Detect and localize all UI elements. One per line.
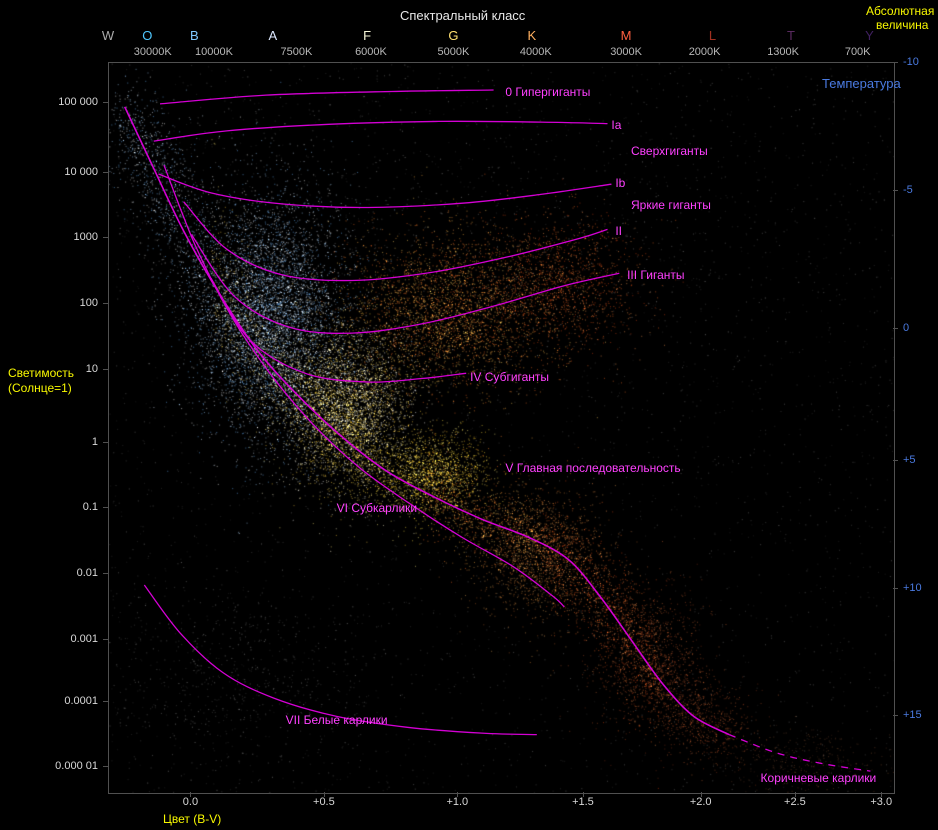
tick-mark	[457, 792, 458, 797]
luminosity-tick: 1000	[74, 231, 98, 243]
temp-tick: 30000K	[134, 46, 172, 58]
spectral-class-L: L	[709, 28, 716, 43]
tick-mark	[103, 766, 108, 767]
luminosity-tick: 0.1	[83, 501, 98, 513]
bv-tick: +2.5	[784, 796, 806, 808]
bv-tick: +1.5	[572, 796, 594, 808]
luminosity-tick: 10 000	[64, 166, 98, 178]
region-label: Коричневые карлики	[761, 771, 877, 785]
tick-mark	[893, 328, 898, 329]
temp-tick: 4000K	[520, 46, 552, 58]
temp-tick: 7500K	[280, 46, 312, 58]
spectral-class-W: W	[102, 28, 114, 43]
tick-mark	[103, 303, 108, 304]
temp-tick: 6000K	[355, 46, 387, 58]
spectral-class-Y: Y	[865, 28, 874, 43]
bv-tick: +1.0	[446, 796, 468, 808]
tick-mark	[701, 792, 702, 797]
luminosity-tick: 0.0001	[64, 695, 98, 707]
title-absmag-1: Абсолютная	[866, 4, 934, 18]
region-label: Ib	[615, 176, 625, 190]
luminosity-tick: 1	[92, 436, 98, 448]
bv-tick: +0.5	[313, 796, 335, 808]
temp-tick: 5000K	[437, 46, 469, 58]
bv-tick: 0.0	[183, 796, 198, 808]
region-label: VI Субкарлики	[337, 501, 417, 515]
spectral-class-M: M	[621, 28, 632, 43]
temp-tick: 700K	[845, 46, 871, 58]
tick-mark	[893, 62, 898, 63]
tick-mark	[893, 460, 898, 461]
tick-mark	[103, 639, 108, 640]
tick-mark	[103, 172, 108, 173]
temp-tick: 1300K	[767, 46, 799, 58]
temp-tick: 2000K	[689, 46, 721, 58]
title-luminosity-2: (Солнце=1)	[8, 381, 72, 395]
tick-mark	[103, 507, 108, 508]
star-scatter-canvas	[109, 63, 894, 793]
region-label: II	[615, 224, 622, 238]
absmag-tick: -5	[903, 184, 913, 196]
luminosity-tick: 0.01	[77, 567, 98, 579]
luminosity-tick: 0.001	[70, 633, 98, 645]
tick-mark	[795, 792, 796, 797]
tick-mark	[881, 792, 882, 797]
tick-mark	[893, 190, 898, 191]
absmag-tick: +15	[903, 709, 922, 721]
tick-mark	[103, 573, 108, 574]
tick-mark	[324, 792, 325, 797]
spectral-class-O: O	[142, 28, 152, 43]
region-label: V Главная последовательность	[505, 461, 680, 475]
title-spectral-class: Спектральный класс	[400, 8, 525, 23]
hr-diagram-stage: 0 Гипергиганты Ia Сверхгиганты Ib Яркие гига…	[0, 0, 938, 830]
absmag-tick: -10	[903, 56, 919, 68]
title-temperature: Температура	[822, 76, 901, 91]
spectral-class-F: F	[363, 28, 371, 43]
tick-mark	[583, 792, 584, 797]
absmag-tick: 0	[903, 322, 909, 334]
tick-mark	[103, 701, 108, 702]
region-label: Сверхгиганты	[631, 144, 708, 158]
spectral-class-B: B	[190, 28, 199, 43]
luminosity-tick: 10	[86, 363, 98, 375]
title-color-bv: Цвет (B-V)	[163, 812, 221, 826]
tick-mark	[190, 792, 191, 797]
luminosity-tick: 100 000	[58, 96, 98, 108]
region-label: VII Белые карлики	[286, 713, 388, 727]
luminosity-tick: 100	[80, 297, 98, 309]
temp-tick: 3000K	[610, 46, 642, 58]
tick-mark	[103, 442, 108, 443]
title-luminosity-1: Светимость	[8, 366, 74, 380]
tick-mark	[103, 102, 108, 103]
spectral-class-A: A	[269, 28, 278, 43]
temp-tick: 10000K	[195, 46, 233, 58]
region-label: Ia	[611, 118, 621, 132]
region-label: 0 Гипергиганты	[505, 85, 590, 99]
region-label: IV Субгиганты	[470, 370, 549, 384]
region-label: III Гиганты	[627, 268, 684, 282]
tick-mark	[893, 715, 898, 716]
spectral-class-T: T	[787, 28, 795, 43]
plot-area: 0 Гипергиганты Ia Сверхгиганты Ib Яркие гига…	[108, 62, 895, 794]
tick-mark	[103, 369, 108, 370]
absmag-tick: +5	[903, 454, 916, 466]
luminosity-tick: 0.000 01	[55, 760, 98, 772]
spectral-class-G: G	[448, 28, 458, 43]
bv-tick: +3.0	[870, 796, 892, 808]
title-absmag-2: величина	[876, 18, 928, 32]
spectral-class-K: K	[528, 28, 537, 43]
tick-mark	[103, 237, 108, 238]
bv-tick: +2.0	[690, 796, 712, 808]
region-label: Яркие гиганты	[631, 198, 711, 212]
tick-mark	[893, 588, 898, 589]
absmag-tick: +10	[903, 582, 922, 594]
